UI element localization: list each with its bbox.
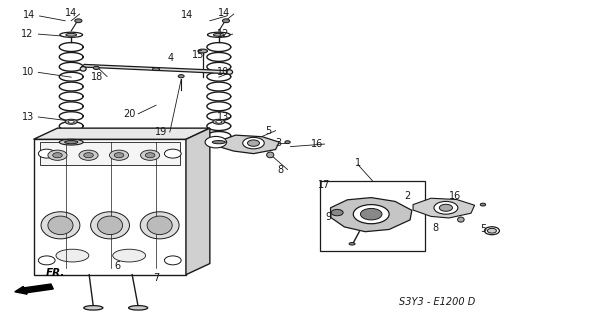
Polygon shape [34, 128, 210, 139]
Ellipse shape [84, 306, 103, 310]
Circle shape [243, 137, 264, 149]
Ellipse shape [56, 249, 89, 262]
Text: 16: 16 [449, 191, 461, 201]
Text: 12: 12 [22, 29, 34, 39]
Ellipse shape [90, 212, 129, 239]
Ellipse shape [65, 119, 77, 124]
Ellipse shape [140, 212, 179, 239]
Circle shape [205, 136, 226, 148]
Ellipse shape [267, 152, 274, 158]
FancyArrow shape [15, 284, 53, 294]
Ellipse shape [113, 249, 146, 262]
Text: FR.: FR. [46, 268, 65, 277]
Ellipse shape [458, 217, 464, 222]
Text: 15: 15 [192, 50, 204, 60]
Text: 8: 8 [277, 164, 283, 174]
Ellipse shape [349, 243, 355, 245]
Circle shape [434, 201, 458, 214]
Ellipse shape [285, 141, 291, 144]
Circle shape [353, 204, 389, 224]
Circle shape [247, 140, 259, 146]
Text: 8: 8 [432, 222, 439, 233]
Text: 13: 13 [22, 112, 34, 122]
Circle shape [141, 150, 160, 160]
Text: 19: 19 [155, 127, 167, 137]
Text: 14: 14 [181, 10, 193, 20]
Polygon shape [186, 128, 210, 275]
Circle shape [84, 153, 93, 158]
Text: 13: 13 [217, 112, 229, 122]
Ellipse shape [59, 139, 83, 145]
Text: 3: 3 [276, 139, 282, 148]
Circle shape [53, 153, 62, 158]
Ellipse shape [66, 33, 77, 36]
Circle shape [38, 256, 55, 265]
Bar [40, 142, 180, 165]
Circle shape [361, 208, 382, 220]
Ellipse shape [48, 216, 73, 235]
Circle shape [110, 150, 129, 160]
Ellipse shape [480, 203, 486, 206]
Ellipse shape [75, 19, 82, 23]
Text: 4: 4 [168, 53, 174, 63]
Ellipse shape [485, 227, 500, 235]
Circle shape [165, 149, 181, 158]
Circle shape [79, 150, 98, 160]
Ellipse shape [216, 120, 222, 123]
Text: 5: 5 [480, 223, 487, 234]
Ellipse shape [198, 49, 207, 53]
Text: 10: 10 [22, 68, 34, 77]
Circle shape [331, 209, 343, 216]
Text: 2: 2 [404, 191, 410, 201]
Circle shape [48, 150, 67, 160]
Polygon shape [331, 197, 412, 232]
Ellipse shape [207, 139, 231, 145]
Ellipse shape [153, 68, 160, 71]
Text: 18: 18 [92, 72, 104, 82]
Text: 7: 7 [153, 273, 159, 283]
Ellipse shape [488, 228, 497, 233]
Ellipse shape [41, 212, 80, 239]
Ellipse shape [147, 216, 172, 235]
Ellipse shape [98, 216, 123, 235]
Ellipse shape [68, 120, 74, 123]
Circle shape [439, 204, 452, 211]
Ellipse shape [213, 119, 225, 124]
Text: 20: 20 [123, 109, 135, 119]
Ellipse shape [178, 75, 184, 78]
Text: 9: 9 [325, 212, 331, 222]
Text: 17: 17 [319, 180, 331, 190]
Text: S3Y3 - E1200 D: S3Y3 - E1200 D [399, 297, 475, 307]
Polygon shape [34, 139, 186, 275]
Ellipse shape [212, 140, 225, 144]
Circle shape [146, 153, 155, 158]
Ellipse shape [93, 66, 99, 69]
Ellipse shape [226, 70, 232, 74]
Polygon shape [413, 198, 474, 218]
Text: 5: 5 [265, 126, 271, 136]
Ellipse shape [60, 32, 83, 37]
Text: 14: 14 [23, 10, 35, 20]
Ellipse shape [129, 306, 148, 310]
Circle shape [114, 153, 124, 158]
Text: 12: 12 [217, 29, 229, 39]
Circle shape [165, 256, 181, 265]
Polygon shape [217, 135, 279, 154]
Ellipse shape [80, 67, 86, 71]
Ellipse shape [207, 32, 230, 37]
Text: 6: 6 [114, 261, 120, 271]
Text: 1: 1 [355, 157, 361, 168]
Circle shape [38, 149, 55, 158]
Text: 10: 10 [217, 68, 229, 77]
Ellipse shape [213, 33, 224, 36]
Ellipse shape [222, 19, 229, 23]
Polygon shape [81, 64, 231, 74]
Bar [320, 181, 425, 251]
Ellipse shape [65, 140, 78, 144]
Text: 16: 16 [311, 139, 323, 149]
Text: 14: 14 [217, 8, 230, 19]
Text: 14: 14 [65, 8, 77, 19]
